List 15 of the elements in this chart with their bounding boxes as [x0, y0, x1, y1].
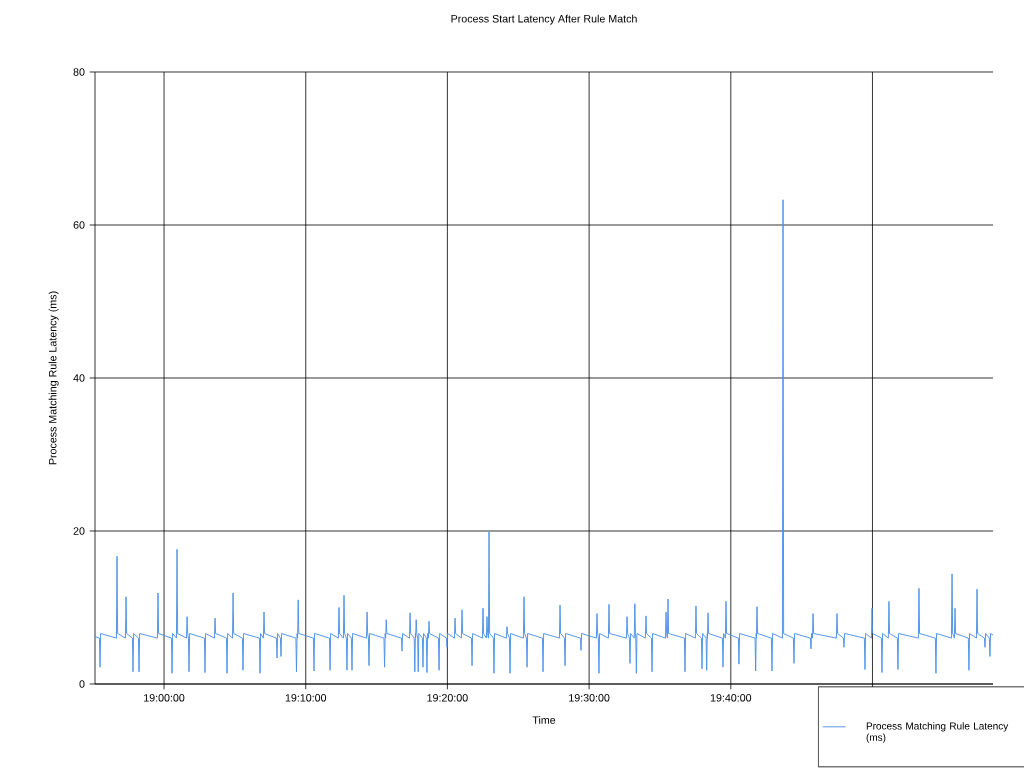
x-tick-label: 19:30:00	[569, 694, 610, 702]
chart-title: Process Start Latency After Rule Match	[451, 14, 637, 25]
legend-label: Process Matching Rule Latency (ms)	[866, 722, 1009, 743]
y-tick-label: 60	[73, 221, 85, 229]
x-tick-label: 19:10:00	[285, 694, 327, 702]
x-axis-title: Time	[532, 716, 556, 724]
line-series	[95, 199, 994, 674]
y-tick-label: 40	[73, 374, 85, 382]
x-tick-label: 19:40:00	[710, 694, 752, 702]
y-axis-title: Process Matching Rule Latency (ms)	[48, 291, 59, 465]
y-tick-label: 20	[73, 527, 85, 535]
x-tick-label: 19:20:00	[427, 694, 468, 702]
x-tick-label: 19:00:00	[144, 694, 185, 702]
y-tick-label: 0	[79, 680, 85, 688]
y-tick-label: 80	[73, 68, 85, 76]
